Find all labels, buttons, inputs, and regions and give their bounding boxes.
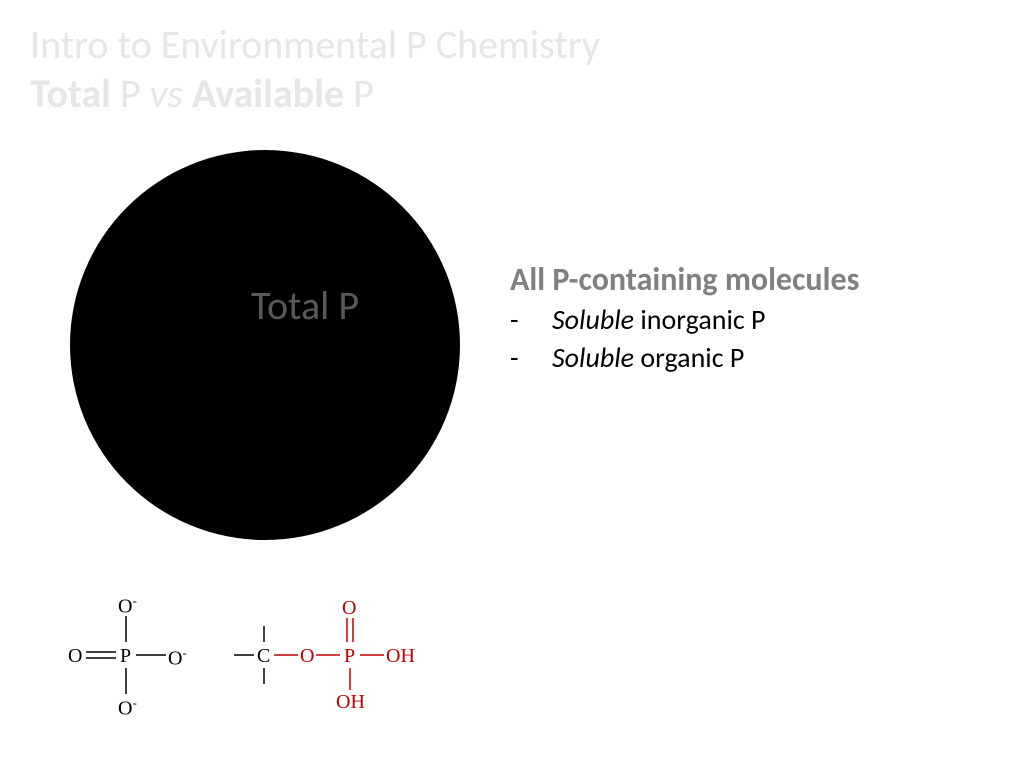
- atom-o-left: O: [68, 646, 82, 666]
- title-sep-3: P: [344, 69, 374, 118]
- slide-title: Intro to Environmental P Chemistry Total…: [30, 20, 600, 118]
- list-item: Soluble organic P: [510, 339, 1010, 377]
- atom-o-top: O-: [118, 594, 137, 617]
- description-block: All P-containing molecules Soluble inorg…: [510, 260, 1010, 377]
- list-item: Soluble inorganic P: [510, 301, 1010, 339]
- title-word-available: Available: [192, 69, 344, 118]
- atom-p: P: [120, 646, 131, 666]
- total-p-circle-label: Total P: [251, 281, 359, 330]
- total-p-circle: Total P: [70, 150, 460, 540]
- title-line-2: Total P vs Available P: [30, 69, 600, 118]
- phosphate-structure: O P O- O- O-: [60, 590, 220, 720]
- atom-c: C: [257, 646, 270, 666]
- description-heading: All P-containing molecules: [510, 260, 1010, 299]
- title-sep-1: P: [111, 69, 150, 118]
- title-word-total: Total: [30, 69, 111, 118]
- molecule-diagrams: O P O- O- O- C O P O OH OH: [60, 590, 460, 740]
- title-sep-2: [183, 69, 192, 118]
- atom-o-top: O: [342, 598, 356, 618]
- list-item-italic: Soluble: [552, 302, 634, 337]
- list-item-italic: Soluble: [552, 340, 634, 375]
- atom-o-right: O-: [168, 646, 187, 669]
- atom-o-bottom: O-: [118, 696, 137, 719]
- atom-oh-right: OH: [386, 646, 415, 666]
- description-list: Soluble inorganic P Soluble organic P: [510, 301, 1010, 377]
- list-item-rest: inorganic P: [634, 302, 765, 337]
- list-item-rest: organic P: [634, 340, 744, 375]
- atom-p: P: [344, 646, 355, 666]
- title-word-vs: vs: [150, 69, 183, 118]
- atom-o1: O: [300, 646, 314, 666]
- atom-oh-bottom: OH: [336, 692, 365, 712]
- title-line-1: Intro to Environmental P Chemistry: [30, 20, 600, 69]
- organophosphate-structure: C O P O OH OH: [230, 590, 430, 720]
